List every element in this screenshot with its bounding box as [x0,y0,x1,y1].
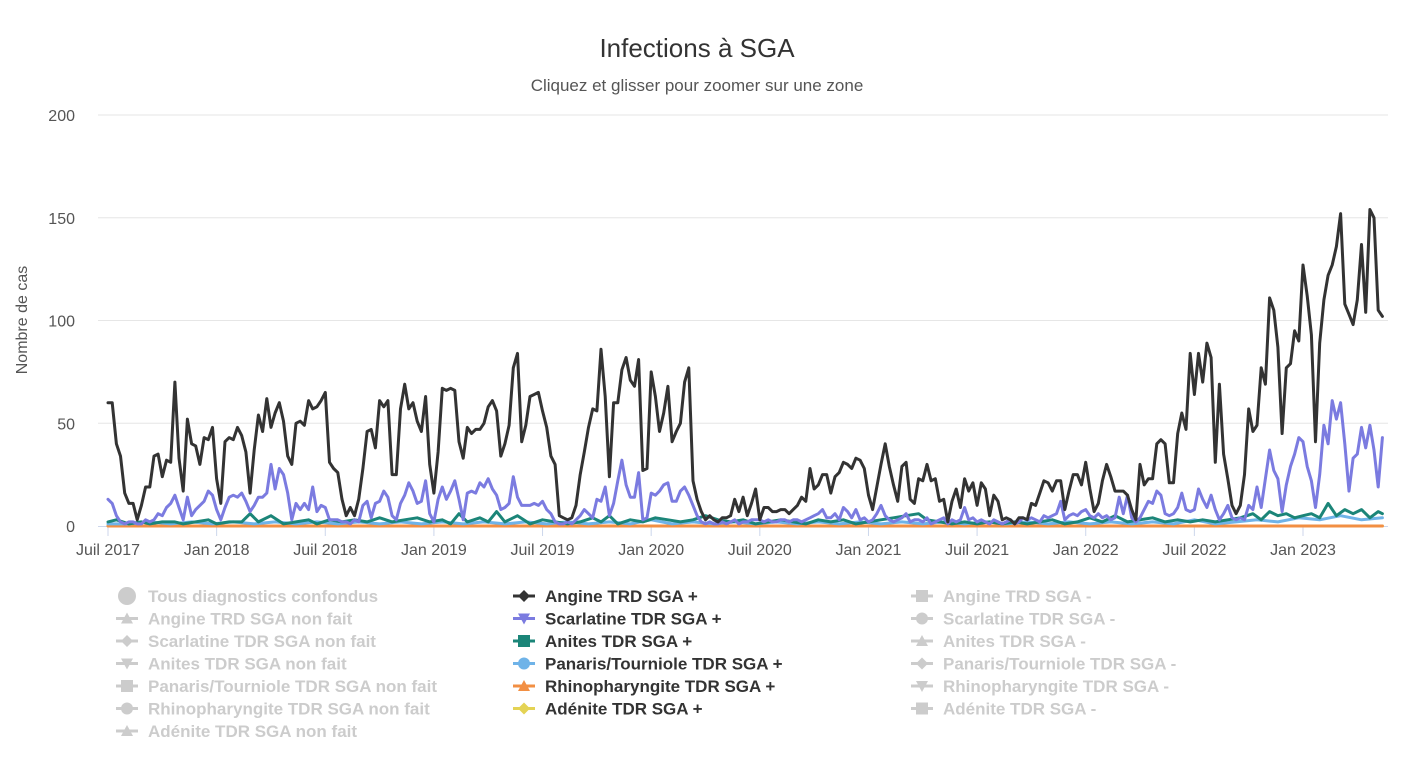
x-tick-label: Juil 2020 [728,542,792,559]
legend-label: Adénite TDR SGA + [545,700,703,719]
legend-label: Panaris/Tourniole TDR SGA - [943,655,1176,674]
x-tick-label: Juil 2017 [76,542,140,559]
triangle-down-icon [916,681,928,692]
circle-icon [518,657,530,670]
legend-item[interactable]: Angine TRD SGA + [513,587,698,606]
x-tick-label: Jan 2018 [184,542,250,559]
y-tick-label: 200 [48,108,75,125]
legend-label: Scarlatine TDR SGA + [545,610,722,629]
legend-item[interactable]: Anites TDR SGA - [911,632,1086,651]
legend-item[interactable]: Adénite TDR SGA - [911,700,1096,719]
triangle-icon [518,680,530,691]
legend-label: Rhinopharyngite TDR SGA non fait [148,700,430,719]
legend-label: Panaris/Tourniole TDR SGA non fait [148,677,437,696]
series-lines[interactable] [106,208,1384,528]
legend-item[interactable]: Tous diagnostics confondus [118,587,378,606]
diamond-icon [518,590,530,602]
y-tick-label: 150 [48,211,75,228]
x-tick-label: Jan 2023 [1270,542,1336,559]
legend-item[interactable]: Panaris/Tourniole TDR SGA non fait [116,677,437,696]
legend-item[interactable]: Anites TDR SGA + [513,632,692,651]
series-line-angine-trd-sga[interactable] [106,208,1384,526]
grid-lines [98,114,1388,424]
legend-label: Rhinopharyngite TDR SGA - [943,677,1169,696]
diamond-icon [121,635,133,647]
legend-label: Tous diagnostics confondus [148,587,378,606]
triangle-icon [121,612,133,624]
series-line-scarlatine-tdr-sga[interactable] [106,399,1384,526]
legend-label: Adénite TDR SGA - [943,700,1096,719]
legend-item[interactable]: Adénite TDR SGA non fait [116,722,357,741]
legend-label: Adénite TDR SGA non fait [148,722,357,741]
legend-item[interactable]: Scarlatine TDR SGA + [513,610,722,629]
legend-item[interactable]: Rhinopharyngite TDR SGA non fait [116,700,430,719]
legend-item[interactable]: Rhinopharyngite TDR SGA + [513,677,775,696]
legend-label: Scarlatine TDR SGA non fait [148,632,376,651]
legend-label: Scarlatine TDR SGA - [943,610,1115,629]
legend-label: Anites TDR SGA - [943,632,1086,651]
square-icon [916,702,928,715]
x-tick-label: Jan 2021 [836,542,902,559]
x-axis: Juil 2017 Jan 2018 Juil 2018 Jan 2019 Juil 2… [76,526,1388,559]
y-tick-label: 0 [66,519,75,536]
triangle-icon [916,635,928,646]
x-tick-label: Jan 2020 [618,542,684,559]
x-tick-label: Juil 2022 [1162,542,1226,559]
square-icon [916,590,928,602]
legend[interactable]: Tous diagnostics confondus Angine TRD SGA… [116,587,1176,741]
legend-label: Rhinopharyngite TDR SGA + [545,677,775,696]
y-axis-title: Nombre de cas [14,266,31,375]
legend-label: Angine TRD SGA - [943,587,1092,606]
square-icon [121,680,133,692]
chart-title: Infections à SGA [599,33,795,63]
x-tick-label: Juil 2019 [511,542,575,559]
diamond-icon [916,657,928,670]
legend-label: Anites TDR SGA + [545,632,692,651]
legend-item[interactable]: Panaris/Tourniole TDR SGA - [911,655,1176,674]
x-tick-label: Juil 2021 [945,542,1009,559]
y-tick-label: 50 [57,416,75,433]
legend-item[interactable]: Rhinopharyngite TDR SGA - [911,677,1169,696]
legend-item[interactable]: Angine TRD SGA non fait [116,610,353,629]
circle-icon [118,587,136,605]
triangle-down-icon [121,658,133,670]
x-tick-label: Juil 2018 [293,542,357,559]
x-tick-label: Jan 2022 [1053,542,1119,559]
legend-item[interactable]: Anites TDR SGA non fait [116,655,347,674]
chart-subtitle: Cliquez et glisser pour zoomer sur une z… [531,76,864,95]
square-icon [518,635,530,647]
triangle-down-icon [518,613,530,625]
y-tick-label: 100 [48,314,75,331]
legend-label: Angine TRD SGA non fait [148,610,353,629]
legend-item[interactable]: Panaris/Tourniole TDR SGA + [513,655,783,674]
circle-icon [121,702,133,715]
legend-item[interactable]: Angine TRD SGA - [911,587,1092,606]
x-tick-label: Jan 2019 [401,542,467,559]
legend-label: Panaris/Tourniole TDR SGA + [545,655,783,674]
legend-item[interactable]: Scarlatine TDR SGA non fait [116,632,376,651]
legend-item[interactable]: Adénite TDR SGA + [513,700,703,719]
legend-label: Angine TRD SGA + [545,587,698,606]
circle-icon [916,612,928,625]
triangle-icon [121,725,133,736]
legend-item[interactable]: Scarlatine TDR SGA - [911,610,1115,629]
y-axis-ticks: 0 50 100 150 200 [48,108,75,536]
legend-label: Anites TDR SGA non fait [148,655,347,674]
diamond-icon [518,702,530,715]
